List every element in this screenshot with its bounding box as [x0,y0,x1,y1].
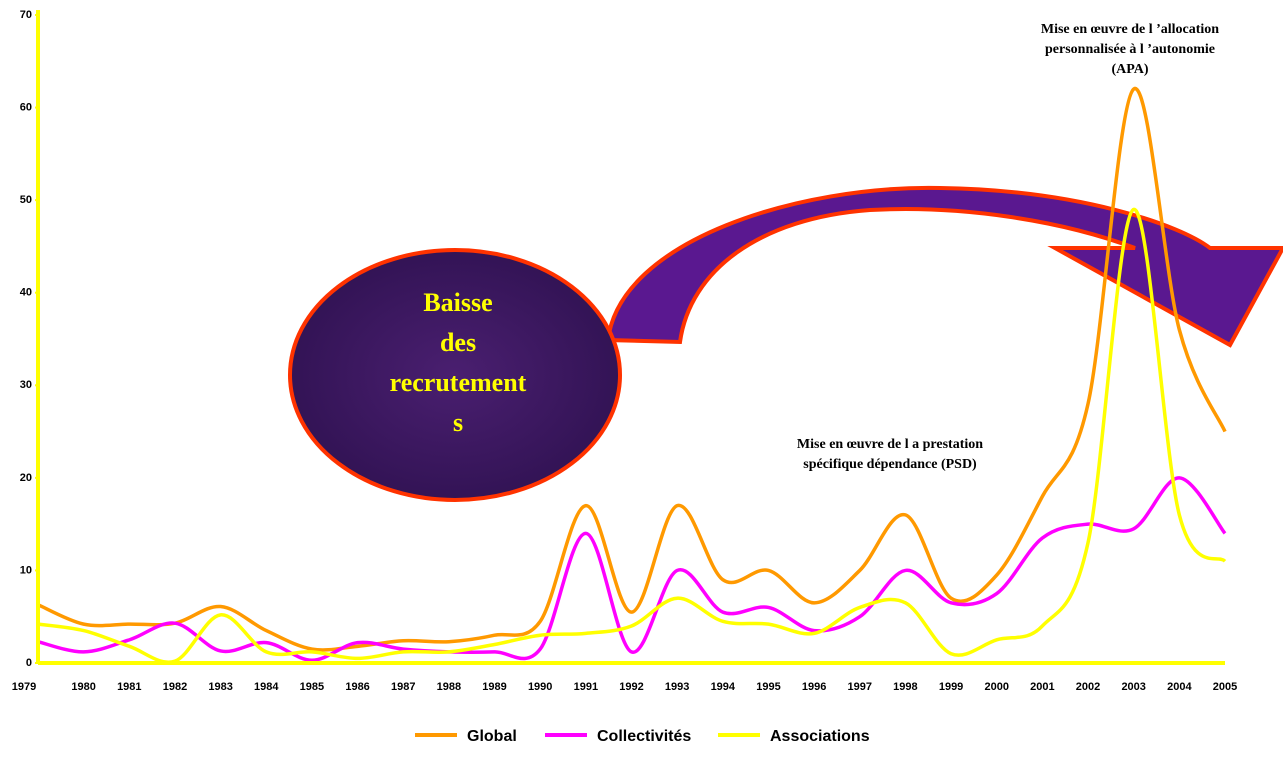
x-tick-label: 1997 [848,681,872,693]
legend-label: Global [467,728,517,745]
x-tick-label: 1996 [802,681,826,693]
bubble-text: s [453,408,463,437]
y-tick-label: 70 [20,9,32,21]
y-tick-label: 30 [20,379,32,391]
x-tick-label: 1989 [482,681,506,693]
bubble-text: Baisse [423,288,492,317]
series-line [38,478,1225,660]
legend-label: Collectivités [597,728,691,745]
annotation: Mise en œuvre de l ’allocation [1041,22,1219,37]
annotation: personnalisée à l ’autonomie [1045,42,1215,57]
x-tick-label: 1991 [574,681,598,693]
x-tick-label: 2005 [1213,681,1237,693]
x-tick-label: 1979 [12,681,36,693]
x-tick-label: 1988 [437,681,461,693]
annotation: spécifique dépendance (PSD) [803,457,977,472]
x-tick-label: 2003 [1121,681,1145,693]
x-tick-label: 2000 [984,681,1008,693]
arrow-shape [608,188,1283,345]
x-tick-label: 2002 [1076,681,1100,693]
y-tick-label: 50 [20,194,32,206]
x-tick-label: 1995 [756,681,780,693]
bubble-text: des [440,328,476,357]
annotation: Mise en œuvre de l a prestation [797,437,983,452]
bubble-text: recrutement [390,368,527,397]
x-tick-label: 2001 [1030,681,1054,693]
x-tick-label: 1992 [619,681,643,693]
chart: 0 10 20 30 40 50 60 70 1979 1980 1981 1982 1983 1984 1… [0,0,1283,767]
x-tick-label: 1983 [208,681,232,693]
series-line [38,88,1225,649]
y-tick-label: 60 [20,101,32,113]
x-tick-label: 1998 [893,681,917,693]
x-tick-label: 2004 [1167,681,1192,693]
annotation: (APA) [1111,62,1148,77]
y-tick-label: 40 [20,287,32,299]
x-tick-label: 1990 [528,681,552,693]
x-tick-label: 1993 [665,681,689,693]
x-tick-label: 1994 [711,681,736,693]
x-tick-label: 1987 [391,681,415,693]
x-tick-label: 1980 [71,681,95,693]
legend-label: Associations [770,728,870,745]
x-tick-label: 1999 [939,681,963,693]
y-tick-label: 10 [20,564,32,576]
y-tick-label: 20 [20,472,32,484]
y-tick-label: 0 [26,657,32,669]
x-tick-label: 1984 [254,681,279,693]
x-tick-label: 1982 [163,681,187,693]
x-tick-label: 1985 [300,681,324,693]
x-tick-label: 1986 [345,681,369,693]
x-tick-label: 1981 [117,681,141,693]
series-line [38,209,1225,662]
